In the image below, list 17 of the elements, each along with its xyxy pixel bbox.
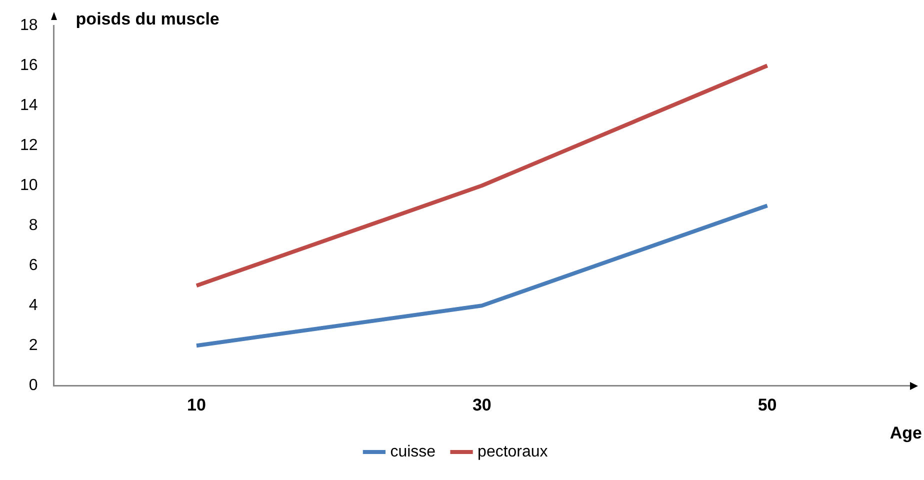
y-tick-label: 2 [28, 337, 38, 354]
y-tick-label: 16 [20, 57, 38, 74]
y-tick-label: 18 [20, 17, 38, 34]
x-tick-label: 50 [758, 395, 777, 414]
y-tick-label: 10 [20, 177, 38, 194]
y-tick-label: 14 [20, 97, 38, 114]
y-tick-label: 8 [28, 217, 38, 234]
legend-label: cuisse [390, 443, 436, 460]
x-axis-title: Age [890, 423, 922, 442]
x-tick-label: 10 [187, 395, 206, 414]
y-tick-label: 12 [20, 137, 38, 154]
y-tick-label: 6 [28, 257, 38, 274]
y-tick-label: 4 [28, 297, 38, 314]
y-tick-label: 0 [28, 377, 38, 394]
legend-label: pectoraux [478, 443, 548, 460]
y-axis-title: poisds du muscle [76, 9, 220, 28]
x-tick-label: 30 [472, 395, 492, 414]
